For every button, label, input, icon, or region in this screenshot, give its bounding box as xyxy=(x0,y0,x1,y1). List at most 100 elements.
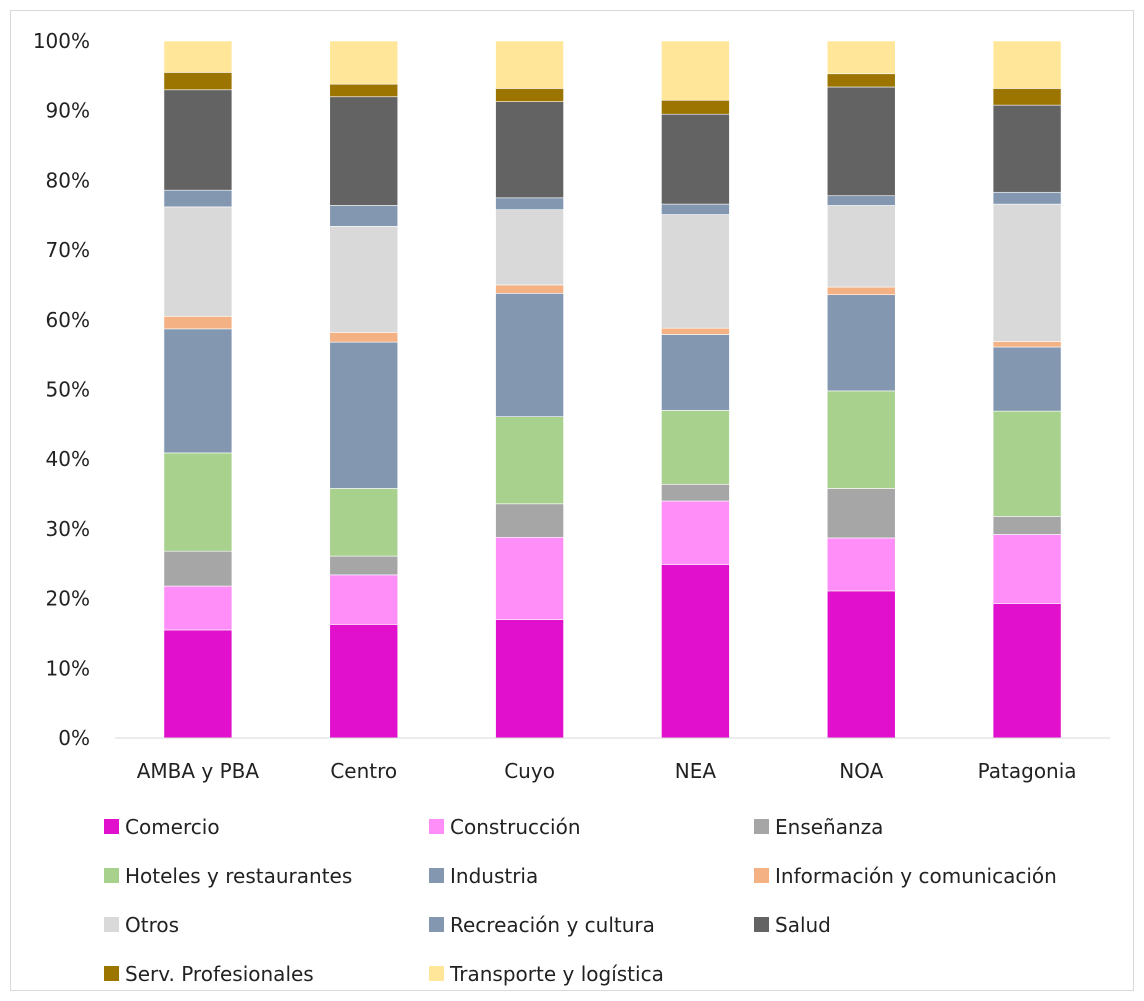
bar-segment xyxy=(661,99,730,115)
legend-label: Otros xyxy=(125,913,179,937)
bar-segment xyxy=(329,624,399,739)
bar-segment xyxy=(329,40,399,85)
legend-entry: Hoteles y restaurantes xyxy=(104,864,352,888)
bar-segment xyxy=(826,195,896,206)
bar-segment xyxy=(163,89,233,191)
x-tick-label: NEA xyxy=(675,759,717,783)
bar-segment xyxy=(826,537,896,592)
legend-swatch xyxy=(429,917,444,932)
legend-label: Transporte y logística xyxy=(449,962,664,986)
bar-segment xyxy=(495,503,564,538)
bar-segment xyxy=(495,197,564,210)
bar-segment xyxy=(826,590,896,739)
bar-segment xyxy=(661,40,730,101)
bar-segment xyxy=(992,341,1062,348)
bar-segment xyxy=(163,550,233,587)
legend-swatch xyxy=(104,868,119,883)
bar-segment xyxy=(329,488,399,557)
bar-segment xyxy=(992,603,1062,739)
bar-segment xyxy=(163,40,233,73)
bar-segment xyxy=(163,452,233,552)
legend-label: Serv. Profesionales xyxy=(125,962,314,986)
bar-segment xyxy=(163,189,233,208)
bar-segment xyxy=(329,205,399,227)
bar-segment xyxy=(163,206,233,317)
bar-segment xyxy=(826,205,896,288)
bar-segment xyxy=(992,516,1062,535)
legend-entry: Enseñanza xyxy=(754,815,883,839)
bar-segment xyxy=(495,209,564,286)
bar-segment xyxy=(661,483,730,502)
bar-segment xyxy=(661,327,730,335)
bar-segment xyxy=(992,203,1062,342)
bar-segment xyxy=(329,574,399,625)
x-tick-label: Centro xyxy=(330,759,397,783)
legend-entry: Otros xyxy=(104,913,179,937)
bar-segment xyxy=(992,40,1062,89)
bar-segment xyxy=(495,293,564,417)
bar-segment xyxy=(661,500,730,565)
bar-segment xyxy=(826,86,896,197)
bar-segment xyxy=(329,83,399,98)
bar-segment xyxy=(992,104,1062,193)
bar-segment xyxy=(992,191,1062,205)
bar-segment xyxy=(495,284,564,294)
bar-segment xyxy=(163,629,233,739)
x-tick-label: AMBA y PBA xyxy=(137,759,260,783)
y-tick-label: 40% xyxy=(46,447,90,471)
legend-label: Salud xyxy=(775,913,831,937)
x-tick-label: Cuyo xyxy=(504,759,555,783)
bar-segment xyxy=(163,72,233,91)
bar-segment xyxy=(992,346,1062,412)
legend-label: Industria xyxy=(450,864,538,888)
bar-segment xyxy=(661,214,730,329)
y-tick-label: 10% xyxy=(46,656,90,680)
bar-segment xyxy=(329,341,399,489)
legend-entry: Construcción xyxy=(429,815,581,839)
legend-entry: Salud xyxy=(754,913,831,937)
bar-segment xyxy=(495,40,564,89)
legend-swatch xyxy=(429,868,444,883)
bar-segment xyxy=(495,416,564,505)
bar-segment xyxy=(826,488,896,539)
legend-swatch xyxy=(104,917,119,932)
legend-entry: Industria xyxy=(429,864,538,888)
legend-swatch xyxy=(104,966,119,981)
y-tick-label: 100% xyxy=(33,29,90,53)
y-tick-label: 20% xyxy=(46,587,90,611)
legend-label: Enseñanza xyxy=(775,815,883,839)
legend-label: Información y comunicación xyxy=(775,864,1057,888)
bar-segment xyxy=(992,410,1062,517)
bar-segment xyxy=(329,332,399,343)
y-tick-label: 30% xyxy=(46,517,90,541)
bar-segment xyxy=(495,101,564,199)
legend-swatch xyxy=(429,819,444,834)
legend-label: Hoteles y restaurantes xyxy=(125,864,352,888)
bar-segment xyxy=(661,410,730,485)
bar-segment xyxy=(826,40,896,75)
bar-segment xyxy=(826,73,896,88)
bar-segment xyxy=(826,286,896,296)
y-tick-label: 0% xyxy=(58,726,90,750)
bar-segment xyxy=(826,294,896,392)
x-tick-label: NOA xyxy=(839,759,883,783)
legend-entry: Transporte y logística xyxy=(429,962,664,986)
x-tick-label: Patagonia xyxy=(978,759,1077,783)
legend-entry: Comercio xyxy=(104,815,220,839)
legend-swatch xyxy=(754,868,769,883)
y-tick-label: 80% xyxy=(46,168,90,192)
bar-segment xyxy=(329,555,399,576)
bar-segment xyxy=(329,226,399,333)
bar-segment xyxy=(826,390,896,489)
bar-segment xyxy=(992,88,1062,106)
legend-entry: Recreación y cultura xyxy=(429,913,655,937)
bar-segment xyxy=(163,328,233,454)
y-tick-label: 70% xyxy=(46,238,90,262)
bar-segment xyxy=(661,203,730,215)
legend-entry: Información y comunicación xyxy=(754,864,1057,888)
bar-segment xyxy=(992,534,1062,604)
bar-segment xyxy=(495,536,564,620)
legend-swatch xyxy=(429,966,444,981)
bar-segment xyxy=(661,564,730,739)
legend-swatch xyxy=(754,917,769,932)
